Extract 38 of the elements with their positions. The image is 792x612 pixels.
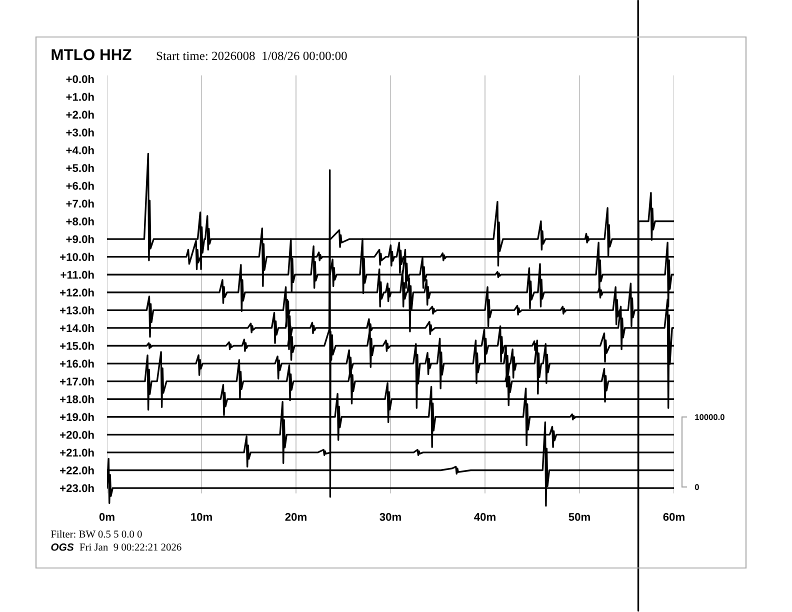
y-tick-label: +13.0h (60, 306, 94, 314)
y-tick-label: +1.0h (66, 92, 94, 101)
y-tick-label: +3.0h (66, 128, 94, 136)
y-tick-label: +19.0h (60, 412, 94, 422)
annotation: Fri Jan 9 00:22:21 2026 (80, 544, 182, 551)
x-tick-label: 40m (474, 513, 496, 521)
x-tick-label: 20m (285, 513, 306, 521)
y-tick-label: +4.0h (66, 146, 94, 154)
y-tick-label: +20.0h (60, 430, 94, 439)
y-tick-label: +21.0h (60, 448, 94, 457)
y-tick-label: +9.0h (66, 235, 94, 244)
x-tick-label: 50m (568, 513, 590, 521)
y-tick-label: +2.0h (66, 110, 94, 119)
y-tick-label: +12.0h (60, 288, 94, 297)
text: MTLO HHZ (52, 49, 132, 60)
annotation: Filter: BW 0.5 5 0.0 0 (51, 530, 142, 538)
y-tick-label: +14.0h (60, 324, 94, 332)
y-tick-label: +18.0h (60, 395, 94, 404)
y2-tick-label: 10000.0 (695, 414, 724, 420)
text: Start time: 2026008 1/08/26 00:00:00 (156, 52, 347, 60)
x-tick-label: 60m (663, 513, 684, 521)
x-tick-label: 30m (380, 513, 401, 521)
y-tick-label: +10.0h (60, 252, 94, 261)
y-tick-label: +11.0h (60, 270, 94, 279)
y-tick-label: +0.0h (66, 74, 94, 84)
x-tick-label: 0m (99, 513, 114, 521)
y-tick-label: +22.0h (60, 466, 94, 474)
y-tick-label: +7.0h (66, 199, 94, 208)
y-tick-label: +8.0h (66, 217, 94, 226)
y-tick-label: +16.0h (60, 360, 94, 368)
y-tick-label: +15.0h (60, 342, 94, 350)
y-tick-label: +23.0h (60, 484, 94, 492)
y2-tick-label: 0 (694, 484, 699, 490)
text: OGS (51, 543, 74, 551)
y-tick-label: +17.0h (60, 377, 94, 386)
y-tick-label: +5.0h (66, 164, 94, 172)
x-tick-label: 10m (191, 513, 212, 521)
y-tick-label: +6.0h (66, 182, 94, 190)
